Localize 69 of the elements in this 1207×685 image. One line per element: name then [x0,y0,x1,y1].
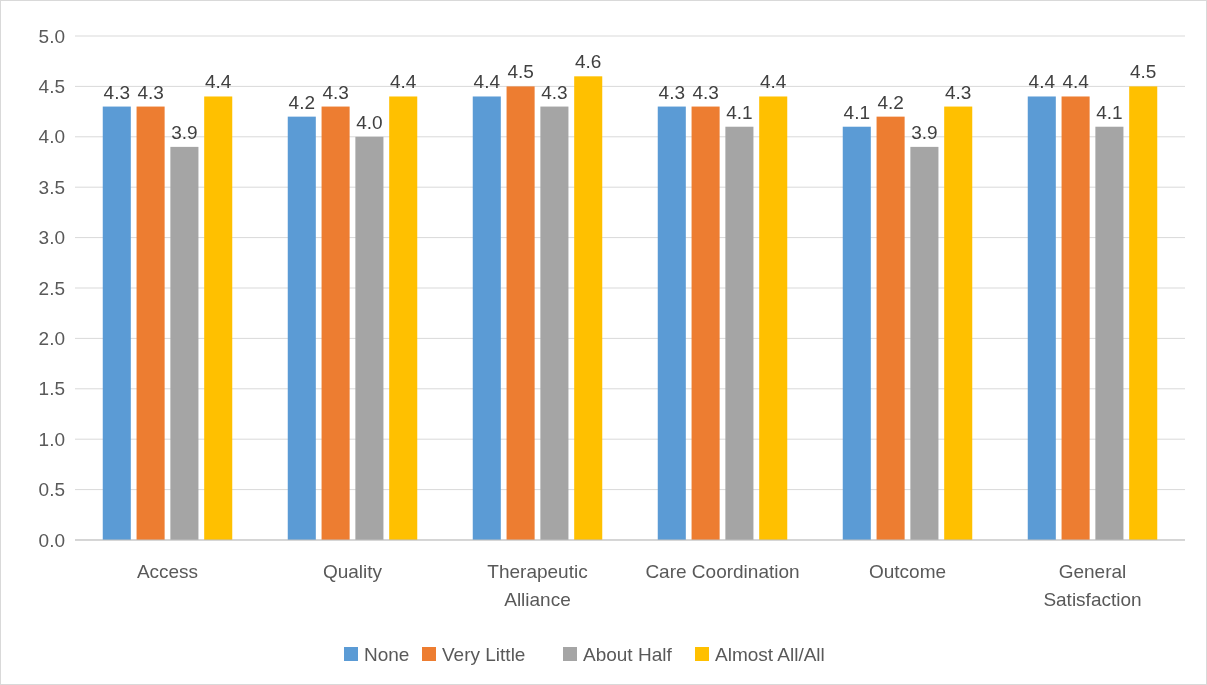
data-label: 4.4 [760,71,787,93]
y-tick-label: 2.0 [38,328,65,350]
x-tick-label: Quality [322,561,383,582]
data-label: 4.4 [473,71,501,93]
bar [725,126,754,540]
data-label: 4.6 [575,51,602,73]
bar [540,106,569,540]
data-label: 4.1 [843,101,870,123]
legend-label: Almost All/All [715,643,825,665]
bar [389,96,418,540]
x-tick-label: General Satisfaction [1043,561,1142,610]
data-label: 4.5 [1130,61,1157,83]
y-tick-label: 4.5 [38,76,65,98]
x-tick-label: Outcome [868,561,947,582]
data-label: 3.9 [911,121,938,143]
data-label: 4.4 [1062,71,1090,93]
legend-label: None [364,643,410,665]
bar [759,96,788,540]
bar [355,136,384,540]
bar [944,106,973,540]
y-tick-label: 3.0 [38,227,65,249]
y-tick-label: 1.5 [38,378,65,400]
data-label: 4.5 [507,61,534,83]
data-label: 4.4 [205,71,232,93]
bar [1095,126,1124,540]
y-tick-label: 2.5 [38,277,65,299]
y-tick-label: 3.5 [38,176,65,198]
bar [136,106,165,540]
y-tick-label: 0.5 [38,479,65,501]
bar [472,96,501,540]
data-label: 4.3 [137,81,164,103]
y-tick-label: 5.0 [38,25,65,47]
bar [287,116,316,540]
data-label: 4.1 [726,101,753,123]
data-label: 4.2 [288,91,315,113]
bar [102,106,131,540]
data-label: 4.3 [103,81,130,103]
bar [170,146,199,540]
bar [657,106,686,540]
bar [876,116,905,540]
legend-label: Very Little [442,643,526,665]
data-label: 4.3 [541,81,568,103]
bar [842,126,871,540]
data-label: 4.3 [945,81,972,103]
bar [204,96,233,540]
bar [910,146,939,540]
y-tick-label: 1.0 [38,428,65,450]
data-label: 4.4 [1028,71,1056,93]
bar [1027,96,1056,540]
y-tick-label: 0.0 [38,529,65,551]
data-label: 4.3 [658,81,685,103]
bar [574,76,603,540]
x-tick-label: Care Coordination [645,561,800,582]
legend-label: About Half [583,643,673,665]
data-label: 4.2 [877,91,904,113]
bar [691,106,720,540]
data-label: 4.3 [692,81,719,103]
data-label: 4.3 [322,81,349,103]
bar [321,106,350,540]
bar [506,86,535,540]
data-label: 3.9 [171,121,198,143]
data-label: 4.4 [390,71,417,93]
x-tick-label: Therapeutic Alliance [487,561,588,610]
bar [1129,86,1158,540]
data-label: 4.0 [356,111,383,133]
data-label: 4.1 [1096,101,1123,123]
x-tick-label: Access [136,561,199,582]
y-tick-label: 4.0 [38,126,65,148]
bar [1061,96,1090,540]
